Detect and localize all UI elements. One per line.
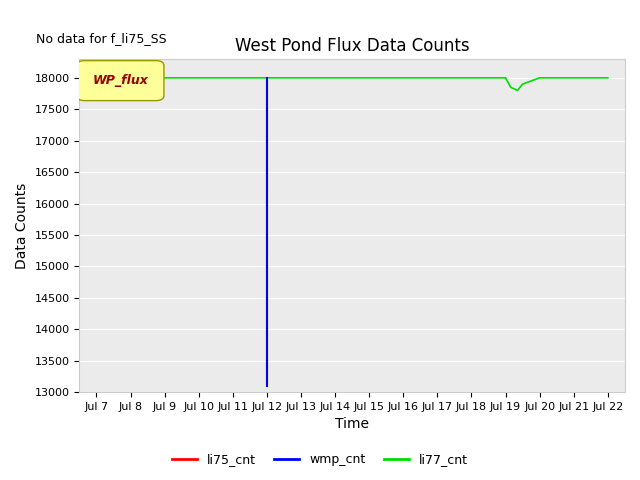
Legend: li75_cnt, wmp_cnt, li77_cnt: li75_cnt, wmp_cnt, li77_cnt bbox=[166, 448, 474, 471]
Text: WP_flux: WP_flux bbox=[92, 74, 148, 87]
Text: No data for f_li75_SS: No data for f_li75_SS bbox=[36, 32, 166, 45]
Y-axis label: Data Counts: Data Counts bbox=[15, 182, 29, 269]
FancyBboxPatch shape bbox=[77, 60, 164, 101]
Title: West Pond Flux Data Counts: West Pond Flux Data Counts bbox=[235, 36, 470, 55]
X-axis label: Time: Time bbox=[335, 418, 369, 432]
